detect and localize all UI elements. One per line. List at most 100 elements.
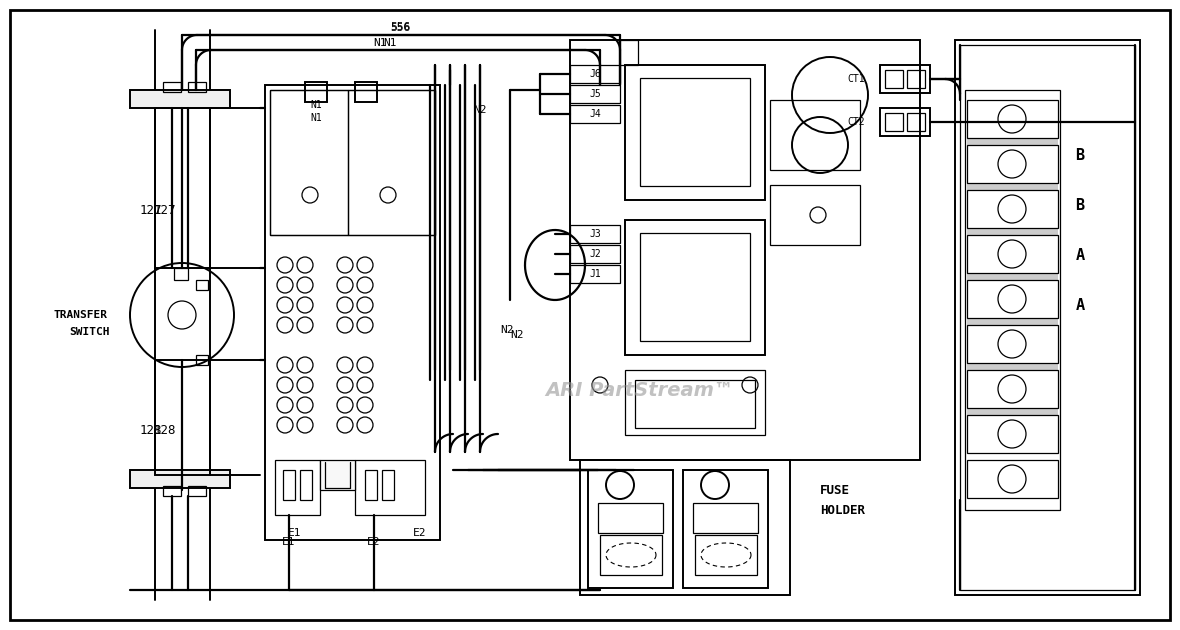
Bar [966, 363, 1058, 370]
Bar [966, 280, 1058, 318]
Bar [966, 325, 1058, 363]
Bar [635, 380, 755, 428]
Bar [581, 460, 789, 595]
Bar [300, 470, 312, 500]
Bar [880, 65, 930, 93]
Text: A: A [1075, 248, 1084, 263]
Bar [188, 82, 206, 92]
Bar [355, 82, 376, 102]
Text: N1: N1 [310, 113, 322, 123]
Text: N2: N2 [510, 330, 524, 340]
Bar [570, 245, 620, 263]
Bar [966, 190, 1058, 228]
Bar [966, 318, 1058, 325]
Bar [966, 138, 1058, 145]
Bar [188, 486, 206, 496]
Text: CT2: CT2 [847, 117, 865, 127]
Bar [275, 460, 320, 515]
Bar [965, 90, 1060, 510]
Text: N2: N2 [500, 325, 513, 335]
Text: 556: 556 [389, 23, 411, 33]
Text: SWITCH: SWITCH [70, 327, 110, 337]
Text: J6: J6 [589, 69, 601, 79]
Text: J5: J5 [589, 89, 601, 99]
Bar [966, 228, 1058, 235]
Text: E2: E2 [413, 528, 427, 538]
Text: N1: N1 [373, 38, 387, 48]
Bar [625, 220, 765, 355]
Text: TRANSFER: TRANSFER [53, 310, 107, 320]
Bar [683, 470, 768, 588]
Bar [304, 82, 327, 102]
Bar [907, 113, 925, 131]
Text: A: A [1075, 297, 1084, 312]
Text: N2: N2 [473, 105, 486, 115]
Bar [382, 470, 394, 500]
Bar [625, 370, 765, 435]
Bar [570, 85, 620, 103]
Bar [966, 100, 1058, 138]
Text: B: B [1075, 147, 1084, 163]
Text: J3: J3 [589, 229, 601, 239]
Bar [570, 40, 920, 460]
Bar [266, 85, 440, 540]
Bar [955, 40, 1140, 595]
Text: E2: E2 [367, 537, 381, 547]
Text: J1: J1 [589, 269, 601, 279]
Bar [966, 408, 1058, 415]
Bar [966, 370, 1058, 408]
Text: FUSE: FUSE [820, 483, 850, 496]
Bar [693, 503, 758, 533]
Bar [599, 535, 662, 575]
Bar [966, 183, 1058, 190]
Bar [130, 90, 230, 108]
Bar [771, 185, 860, 245]
Bar [163, 486, 181, 496]
Bar [155, 360, 210, 475]
Text: 128: 128 [139, 423, 162, 437]
Bar [907, 70, 925, 88]
Bar [966, 273, 1058, 280]
Bar [625, 65, 765, 200]
Bar [885, 113, 903, 131]
Bar [966, 145, 1058, 183]
Text: 556: 556 [389, 22, 411, 32]
Text: HOLDER: HOLDER [820, 503, 865, 517]
Text: N1: N1 [310, 100, 322, 110]
Bar [365, 470, 376, 500]
Text: E1: E1 [282, 537, 296, 547]
Bar [598, 503, 663, 533]
Text: 127: 127 [139, 203, 162, 217]
Bar [570, 105, 620, 123]
Text: 127: 127 [153, 203, 176, 217]
Bar [270, 90, 348, 235]
Bar [196, 355, 208, 365]
Bar [163, 82, 181, 92]
Bar [588, 470, 673, 588]
Bar [270, 90, 435, 235]
Text: ARI PartStream™: ARI PartStream™ [545, 381, 734, 399]
Bar [966, 235, 1058, 273]
Text: B: B [1075, 197, 1084, 212]
Text: J2: J2 [589, 249, 601, 259]
Bar [570, 265, 620, 283]
Text: N1: N1 [384, 38, 396, 48]
Bar [620, 40, 638, 65]
Bar [155, 108, 210, 268]
Bar [283, 470, 295, 500]
Bar [173, 268, 188, 280]
Bar [348, 90, 435, 235]
Bar [320, 460, 355, 490]
Bar [695, 535, 758, 575]
Bar [640, 233, 750, 341]
Bar [355, 460, 425, 515]
Text: J4: J4 [589, 109, 601, 119]
Bar [771, 100, 860, 170]
Text: 128: 128 [153, 423, 176, 437]
Bar [196, 280, 208, 290]
Bar [130, 470, 230, 488]
Bar [570, 225, 620, 243]
Text: CT1: CT1 [847, 74, 865, 84]
Bar [880, 108, 930, 136]
Bar [640, 78, 750, 186]
